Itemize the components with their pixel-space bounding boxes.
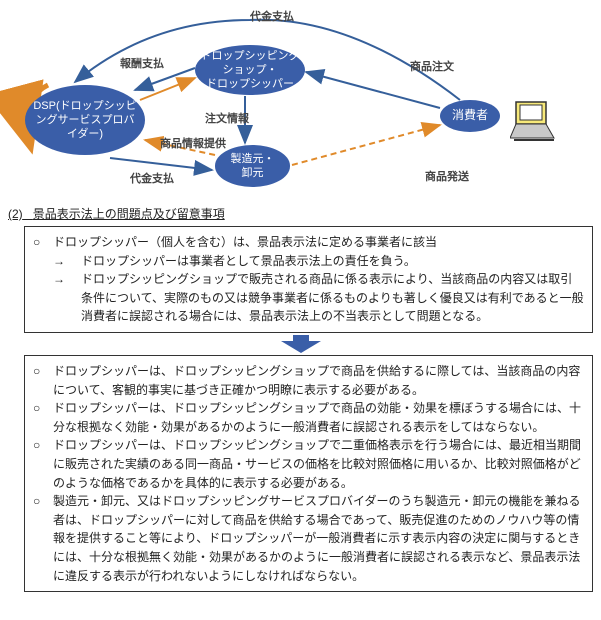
node-dsp: DSP(ドロップシッピ ングサービスプロバ イダー) (25, 85, 145, 155)
summary-box-2: ○ ドロップシッパーは、ドロップシッピングショップで商品を供給するに際しては、当… (24, 355, 593, 592)
label-payment-bottom: 代金支払 (130, 170, 174, 186)
box1-sub2: → ドロップシッピングショップで販売される商品に係る表示により、当該商品の内容又… (33, 270, 584, 326)
circle-mark: ○ (33, 399, 53, 436)
label-reward: 報酬支払 (120, 55, 164, 71)
box2-item2: ○ ドロップシッパーは、ドロップシッピングショップで商品の効能・効果を標ぼうする… (33, 399, 584, 436)
node-shop-line3: ドロップシッパー (206, 77, 294, 91)
down-arrow-icon (0, 335, 601, 353)
box1-item1: ○ ドロップシッパー（個人を含む）は、景品表示法に定める事業者に該当 (33, 233, 584, 252)
node-shop-line2: ショップ・ (223, 63, 278, 77)
node-shop: ドロップシッピング ショップ・ ドロップシッパー (195, 45, 305, 95)
label-order-info: 注文情報 (205, 110, 249, 126)
node-dsp-line2: ングサービスプロバ (36, 113, 135, 127)
summary-box-1: ○ ドロップシッパー（個人を含む）は、景品表示法に定める事業者に該当 → ドロッ… (24, 226, 593, 333)
circle-mark: ○ (33, 492, 53, 585)
section-number: (2) (8, 207, 23, 221)
circle-mark: ○ (33, 362, 53, 399)
label-product-order: 商品注文 (410, 58, 454, 74)
node-mfg-line2: 卸元 (242, 166, 264, 180)
label-shipping: 商品発送 (425, 168, 469, 184)
box2-item2-text: ドロップシッパーは、ドロップシッピングショップで商品の効能・効果を標ぼうする場合… (53, 399, 584, 436)
box1-sub1-text: ドロップシッパーは事業者として景品表示法上の責任を負う。 (81, 252, 416, 271)
box2-item3: ○ ドロップシッパーは、ドロップシッピングショップで二重価格表示を行う場合には、… (33, 436, 584, 492)
label-payment-top: 代金支払 (250, 8, 294, 24)
arrow-mark: → (53, 252, 81, 271)
computer-icon (510, 100, 558, 147)
label-product-info: 商品情報提供 (160, 135, 226, 151)
box1-sub2-text: ドロップシッピングショップで販売される商品に係る表示により、当該商品の内容又は取… (81, 270, 584, 326)
circle-mark: ○ (33, 436, 53, 492)
node-shop-line1: ドロップシッピング (201, 49, 300, 63)
box2-item3-text: ドロップシッパーは、ドロップシッピングショップで二重価格表示を行う場合には、最近… (53, 436, 584, 492)
circle-mark: ○ (33, 233, 53, 252)
section-title-text: 景品表示法上の問題点及び留意事項 (33, 207, 225, 221)
node-consumer-text: 消費者 (452, 108, 488, 124)
box2-item4: ○ 製造元・卸元、又はドロップシッピングサービスプロバイダーのうち製造元・卸元の… (33, 492, 584, 585)
box2-item4-text: 製造元・卸元、又はドロップシッピングサービスプロバイダーのうち製造元・卸元の機能… (53, 492, 584, 585)
arrow-mark: → (53, 270, 81, 326)
section-heading: (2) 景品表示法上の問題点及び留意事項 (8, 205, 593, 222)
box1-sub1: → ドロップシッパーは事業者として景品表示法上の責任を負う。 (33, 252, 584, 271)
box2-item1: ○ ドロップシッパーは、ドロップシッピングショップで商品を供給するに際しては、当… (33, 362, 584, 399)
node-manufacturer: 製造元・ 卸元 (215, 145, 290, 187)
node-consumer: 消費者 (440, 100, 500, 132)
flow-diagram: DSP(ドロップシッピ ングサービスプロバ イダー) ドロップシッピング ショッ… (0, 0, 601, 200)
box1-item1-text: ドロップシッパー（個人を含む）は、景品表示法に定める事業者に該当 (53, 233, 437, 252)
box2-item1-text: ドロップシッパーは、ドロップシッピングショップで商品を供給するに際しては、当該商… (53, 362, 584, 399)
node-dsp-line1: DSP(ドロップシッピ (33, 99, 136, 113)
node-mfg-line1: 製造元・ (231, 152, 275, 166)
node-dsp-line3: イダー) (67, 127, 103, 141)
